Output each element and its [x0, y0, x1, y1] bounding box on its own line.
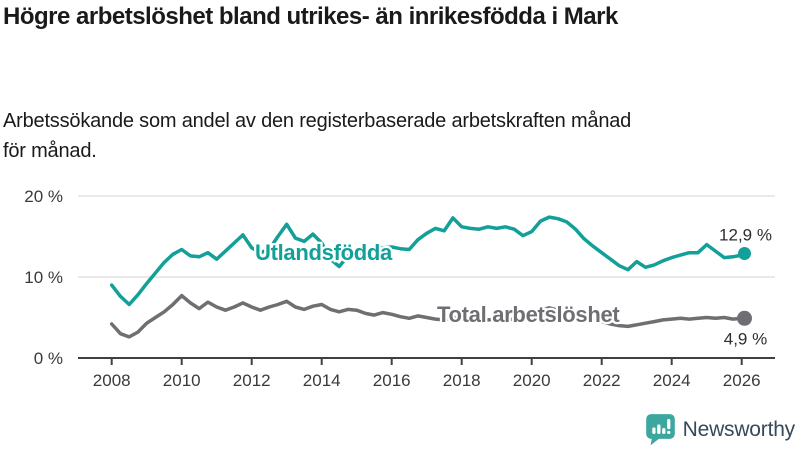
y-axis-label: 0 % [34, 349, 63, 368]
series-value-label: 12,9 % [719, 226, 772, 245]
x-axis-label: 2024 [653, 371, 691, 390]
x-axis-label: 2016 [373, 371, 411, 390]
series-end-dot [737, 310, 752, 326]
x-axis-label: 2022 [583, 371, 621, 390]
x-axis-label: 2018 [443, 371, 481, 390]
x-axis-label: 2008 [93, 371, 131, 390]
logo-bars [651, 419, 671, 434]
y-axis-label: 10 % [24, 268, 63, 287]
unemployment-line-chart: 0 % 10 % 20 % 2008 2010 2012 2014 2016 2018 2020 2… [24, 187, 775, 390]
series-label: Utlandsfödda [255, 240, 393, 265]
gridlines [78, 195, 775, 278]
newsworthy-logo: Newsworthy [645, 413, 795, 446]
newsworthy-logo-icon [645, 414, 675, 446]
chart-subtitle: Arbetssökande som andel av den registerb… [3, 110, 632, 162]
page-title: Högre arbetslöshet bland utrikes- än inr… [3, 3, 618, 30]
series-end-dot [738, 247, 751, 261]
chart-labels: 0 % 10 % 20 % 2008 2010 2012 2014 2016 2018 2020 2… [24, 187, 772, 390]
x-axis [78, 357, 775, 365]
newsworthy-wordmark: Newsworthy [682, 417, 796, 441]
series-line-utlandsfodda [109, 215, 747, 307]
x-axis-label: 2026 [723, 371, 761, 390]
series-value-label: 4,9 % [724, 329, 767, 348]
x-axis-label: 2012 [233, 371, 271, 390]
series-label: Total arbetslöshet [437, 302, 620, 327]
series-lines [109, 215, 752, 339]
series-line-total [109, 293, 747, 339]
x-axis-label: 2010 [163, 371, 201, 390]
y-axis-label: 20 % [24, 187, 63, 206]
x-axis-label: 2020 [513, 371, 551, 390]
x-axis-label: 2014 [303, 371, 341, 390]
